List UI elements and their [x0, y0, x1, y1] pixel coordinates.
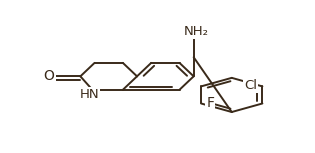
Text: Cl: Cl [244, 79, 257, 92]
Text: O: O [44, 69, 54, 83]
Text: HN: HN [80, 88, 99, 101]
Text: NH₂: NH₂ [184, 25, 209, 38]
Text: F: F [206, 97, 215, 110]
